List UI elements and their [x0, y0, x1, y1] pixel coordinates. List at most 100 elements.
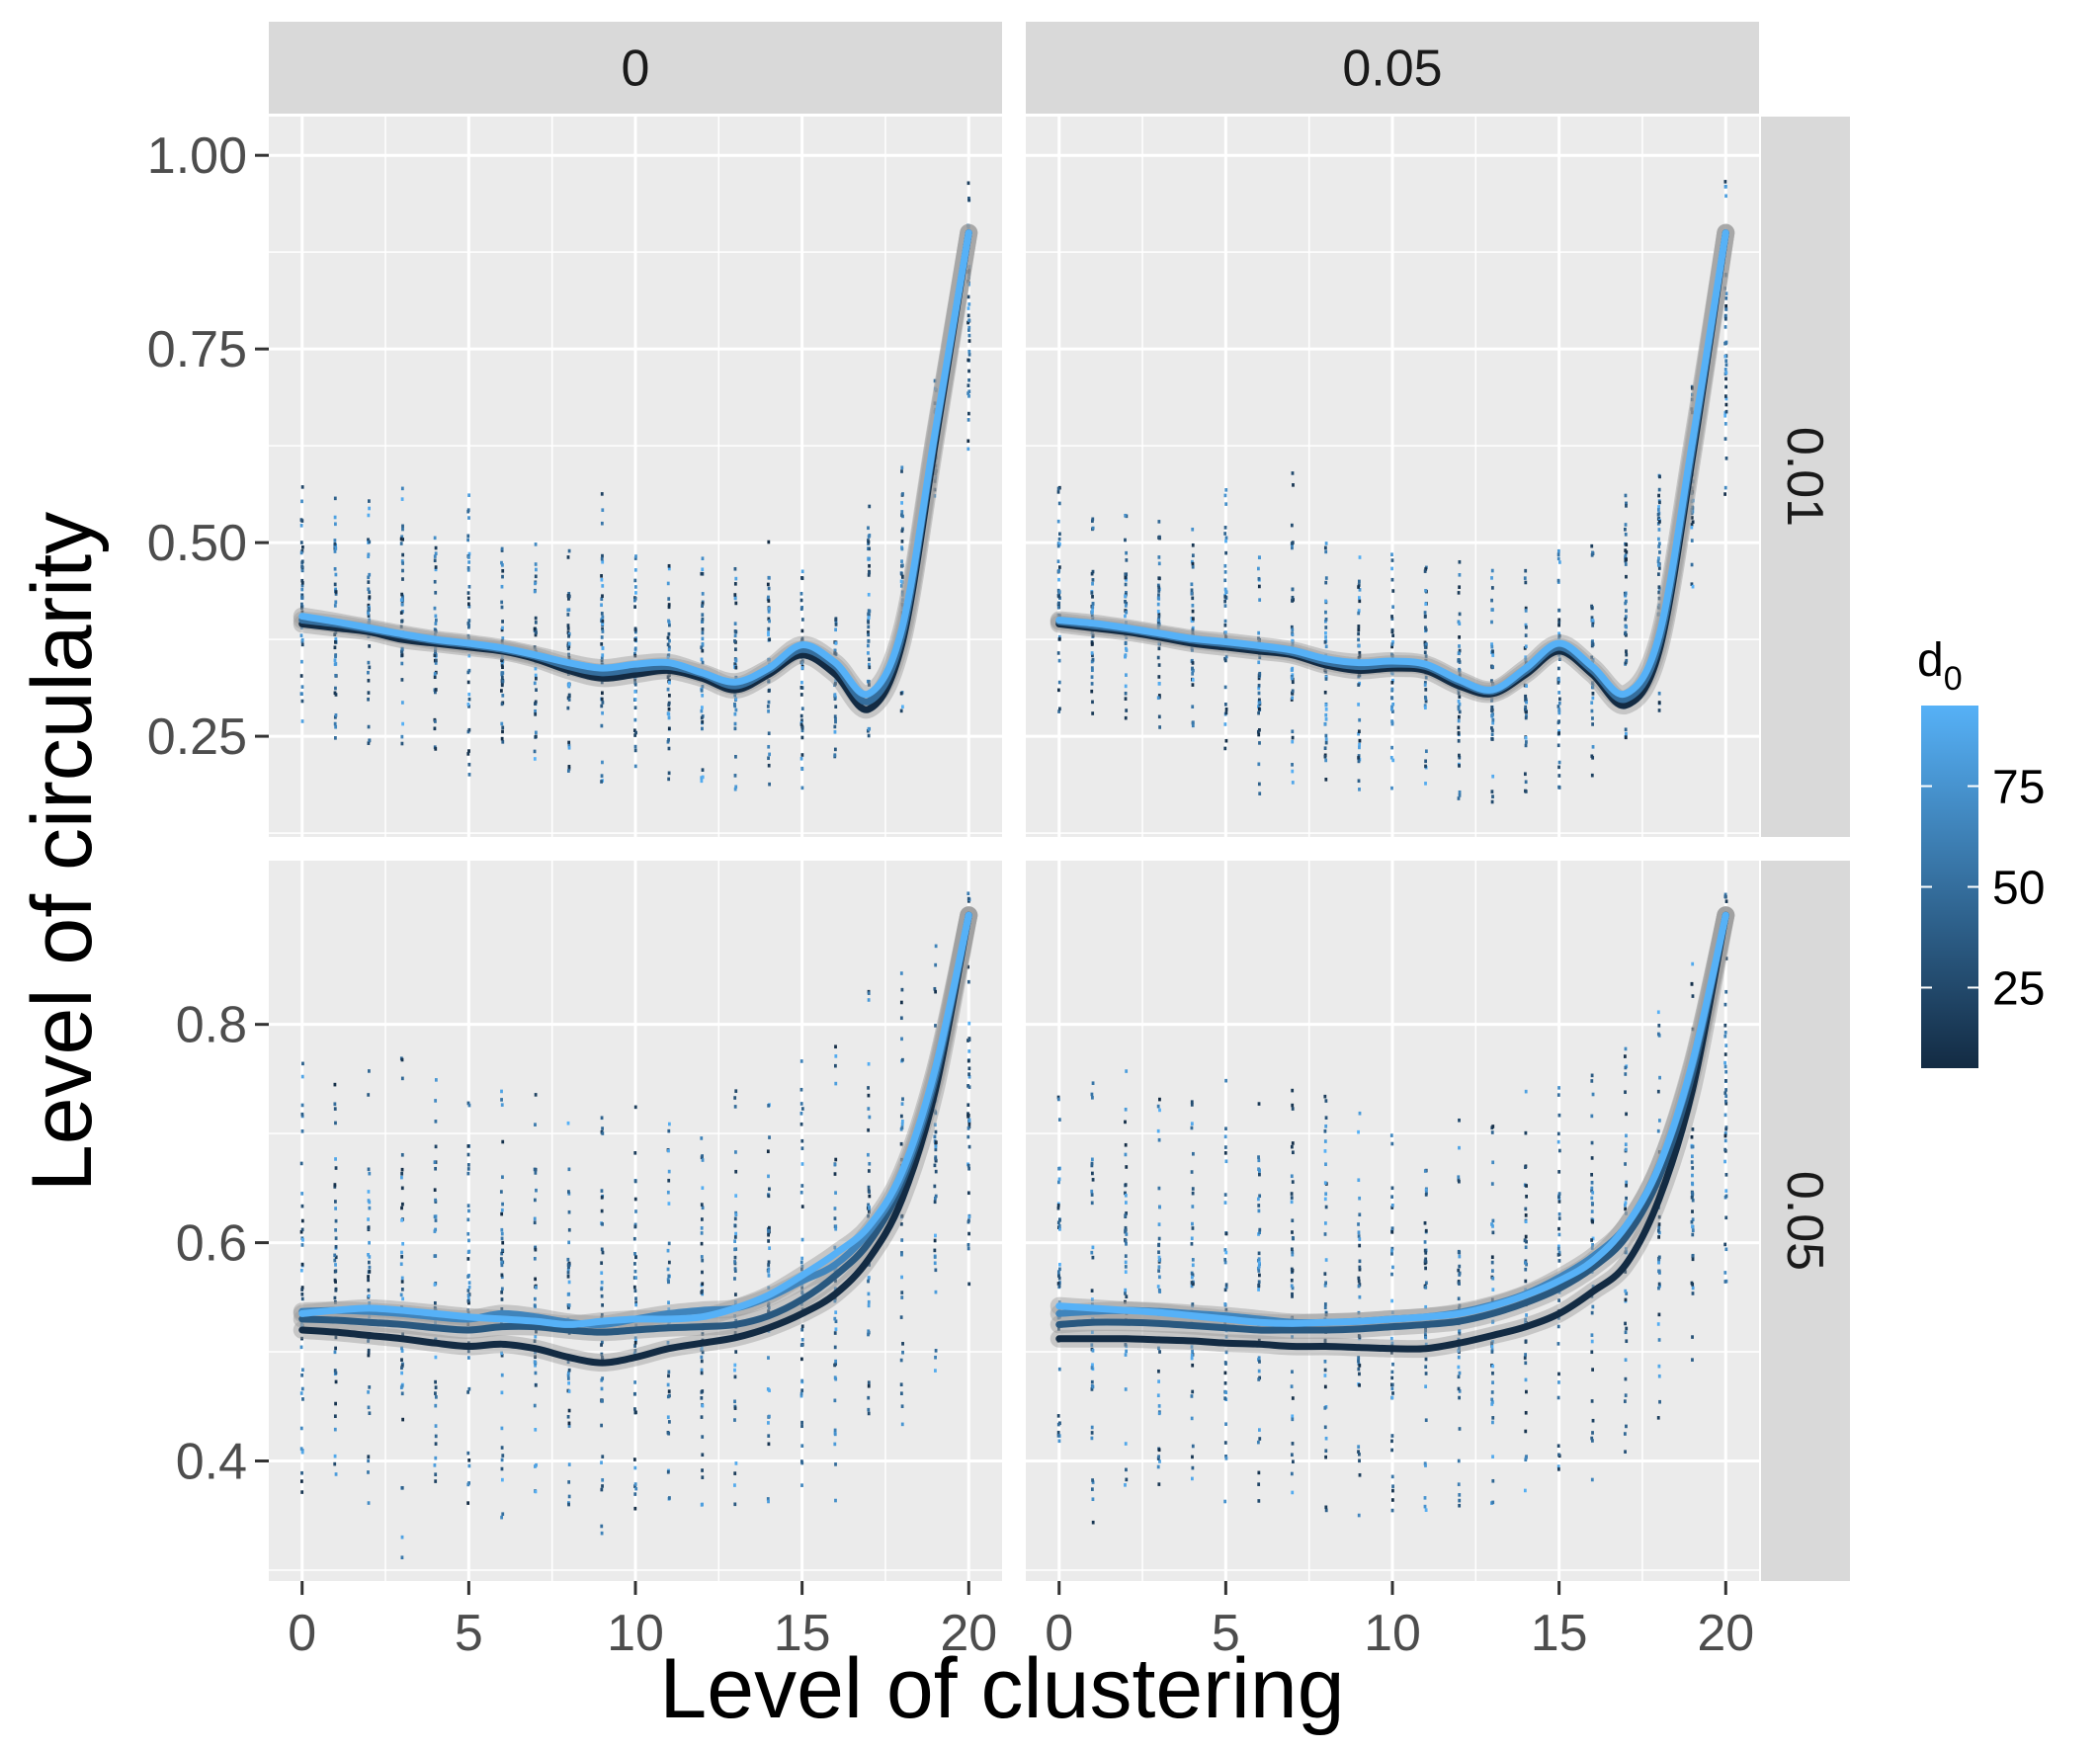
data-point	[934, 944, 938, 949]
data-point	[700, 689, 704, 693]
data-point	[1625, 1133, 1628, 1138]
data-point	[1324, 630, 1327, 635]
data-point	[1723, 1099, 1727, 1104]
data-point	[466, 568, 470, 572]
data-point	[434, 747, 438, 751]
data-point	[634, 1338, 637, 1343]
data-point	[1657, 556, 1660, 560]
data-point	[1390, 644, 1394, 649]
data-point	[1691, 1127, 1695, 1131]
data-point	[1656, 1010, 1660, 1015]
data-point	[767, 1421, 770, 1425]
data-point	[600, 723, 604, 728]
data-point	[1290, 698, 1294, 702]
data-point	[1723, 1242, 1727, 1247]
data-point	[667, 703, 671, 708]
data-point	[601, 760, 604, 765]
data-point	[967, 1144, 971, 1149]
data-point	[1358, 1294, 1362, 1299]
data-point	[567, 1167, 571, 1172]
data-point	[1625, 504, 1628, 508]
data-point	[967, 1072, 970, 1076]
data-point	[733, 1105, 737, 1109]
data-point	[1591, 745, 1595, 749]
data-point	[900, 1275, 903, 1280]
data-point	[466, 1101, 470, 1106]
data-point	[533, 757, 537, 761]
data-point	[1390, 566, 1394, 571]
data-point	[1191, 561, 1195, 566]
data-point	[934, 1194, 938, 1199]
data-point	[1625, 1196, 1628, 1201]
data-point	[501, 625, 504, 630]
data-point	[1258, 1428, 1261, 1432]
data-point	[701, 1282, 705, 1287]
data-point	[633, 1269, 637, 1274]
data-point	[368, 665, 372, 670]
data-point	[1357, 1452, 1361, 1457]
data-point	[667, 1202, 671, 1206]
data-point	[1590, 1399, 1594, 1403]
data-point	[500, 1426, 504, 1431]
data-point	[1191, 678, 1195, 682]
data-point	[733, 566, 737, 571]
data-point	[368, 1240, 371, 1245]
data-point	[600, 574, 603, 578]
data-point	[899, 1000, 903, 1005]
data-point	[1324, 737, 1328, 741]
data-point	[1091, 1348, 1095, 1353]
data-point	[867, 621, 871, 625]
data-point	[1690, 407, 1694, 411]
data-point	[467, 1458, 471, 1462]
data-point	[867, 1107, 871, 1111]
data-point	[500, 1297, 504, 1301]
data-point	[1056, 605, 1060, 610]
data-point	[1124, 538, 1127, 542]
data-point	[1358, 717, 1362, 722]
data-point	[1657, 596, 1661, 601]
data-point	[1291, 735, 1295, 740]
data-point	[567, 1421, 571, 1426]
data-point	[368, 1255, 372, 1259]
data-point	[967, 1121, 971, 1125]
data-point	[1191, 527, 1195, 532]
data-point	[1057, 1367, 1061, 1372]
data-point	[867, 1299, 871, 1304]
data-point	[1657, 1312, 1661, 1317]
data-point	[433, 675, 437, 679]
data-point	[1257, 1264, 1261, 1269]
data-point	[333, 1183, 337, 1187]
data-point	[933, 1238, 937, 1243]
data-point	[701, 684, 705, 689]
data-point	[1090, 1431, 1094, 1435]
data-point	[967, 272, 971, 277]
data-point	[1491, 774, 1495, 779]
data-point	[1590, 1202, 1594, 1206]
data-point	[1191, 683, 1195, 687]
data-point	[500, 1251, 504, 1256]
data-point	[1691, 1209, 1694, 1213]
data-point	[1324, 576, 1328, 580]
data-point	[1191, 1455, 1194, 1459]
data-point	[900, 1238, 904, 1242]
data-point	[1525, 700, 1529, 705]
data-point	[367, 1190, 371, 1194]
data-point	[1557, 631, 1560, 636]
data-point	[899, 1016, 903, 1021]
data-point	[834, 1310, 838, 1314]
data-point	[1658, 1284, 1661, 1289]
data-point	[600, 1315, 604, 1320]
data-point	[1125, 621, 1128, 625]
data-point	[567, 740, 571, 745]
data-point	[1223, 587, 1227, 592]
data-point	[1223, 532, 1227, 536]
data-point	[433, 726, 437, 731]
data-point	[667, 701, 671, 706]
data-point	[867, 1292, 871, 1296]
data-point	[1291, 587, 1295, 592]
data-point	[1524, 609, 1528, 613]
data-point	[567, 767, 571, 771]
data-point	[1557, 1192, 1561, 1196]
data-point	[1124, 1265, 1128, 1269]
data-point	[434, 1320, 437, 1325]
